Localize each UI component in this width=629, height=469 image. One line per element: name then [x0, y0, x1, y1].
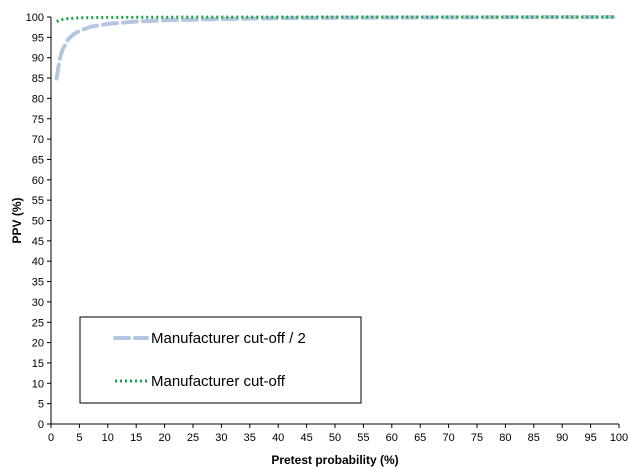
x-tick-label: 35	[244, 432, 256, 444]
x-tick-label: 85	[528, 432, 540, 444]
x-tick-label: 80	[499, 432, 511, 444]
y-tick-label: 50	[32, 216, 44, 228]
y-tick-label: 25	[32, 317, 44, 329]
y-tick-label: 90	[32, 53, 44, 65]
x-tick-label: 25	[187, 432, 199, 444]
x-tick-label: 75	[471, 432, 483, 444]
x-tick-label: 90	[556, 432, 568, 444]
x-tick-label: 15	[130, 432, 142, 444]
y-tick-label: 70	[32, 134, 44, 146]
series-line-cutoff	[56, 15, 614, 23]
y-tick-label: 35	[32, 277, 44, 289]
x-tick-label: 20	[158, 432, 170, 444]
x-axis-title: Pretest probability (%)	[271, 453, 398, 467]
y-axis-ticks: 0 5 10 15 20 25 30 35 40 45 50 55 60 65 70 75 80 85 90 95 10…	[26, 12, 51, 431]
x-tick-label: 95	[584, 432, 596, 444]
y-tick-label: 15	[32, 358, 44, 370]
x-tick-label: 65	[414, 432, 426, 444]
x-tick-label: 30	[215, 432, 227, 444]
x-axis-ticks: 0 5 10 15 20 25 30 35 40 45 50 55 60 65 70 75 80 85 90 95 10…	[48, 424, 628, 444]
y-tick-label: 45	[32, 236, 44, 248]
y-tick-label: 55	[32, 195, 44, 207]
series-line-cutoff-half	[54, 15, 616, 81]
legend-label-cutoff-half: Manufacturer cut-off / 2	[151, 330, 306, 347]
y-tick-label: 40	[32, 256, 44, 268]
x-tick-label: 100	[610, 432, 628, 444]
legend-label-cutoff: Manufacturer cut-off	[151, 373, 286, 390]
legend: Manufacturer cut-off / 2 Manufacturer cu…	[79, 316, 362, 404]
y-tick-label: 30	[32, 297, 44, 309]
y-tick-label: 20	[32, 338, 44, 350]
y-tick-label: 65	[32, 154, 44, 166]
x-tick-label: 10	[102, 432, 114, 444]
x-tick-label: 50	[329, 432, 341, 444]
x-tick-label: 5	[76, 432, 82, 444]
x-tick-label: 40	[272, 432, 284, 444]
y-tick-label: 75	[32, 114, 44, 126]
plot-area: 0 5 10 15 20 25 30 35 40 45 50 55 60 65 70 75 80 85 90 95 10…	[26, 12, 629, 444]
y-tick-label: 10	[32, 378, 44, 390]
y-axis-title: PPV (%)	[10, 197, 24, 243]
y-tick-label: 0	[38, 419, 44, 431]
x-tick-label: 70	[442, 432, 454, 444]
y-tick-label: 95	[32, 32, 44, 44]
x-tick-label: 45	[300, 432, 312, 444]
y-tick-label: 5	[38, 399, 44, 411]
y-tick-label: 60	[32, 175, 44, 187]
legend-box	[79, 316, 362, 404]
y-tick-label: 80	[32, 93, 44, 105]
series-lines	[54, 15, 616, 81]
x-tick-label: 55	[357, 432, 369, 444]
y-tick-label: 85	[32, 73, 44, 85]
x-tick-label: 0	[48, 432, 54, 444]
x-tick-label: 60	[386, 432, 398, 444]
y-tick-label: 100	[26, 12, 44, 24]
